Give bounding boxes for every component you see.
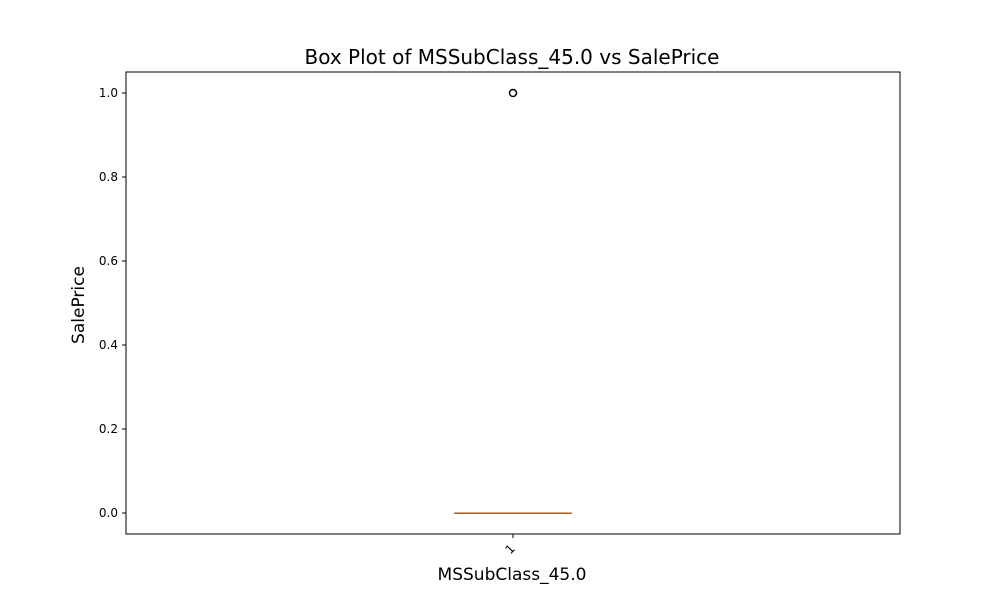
y-tick-label: 0.2: [99, 422, 118, 436]
x-axis-label: MSSubClass_45.0: [438, 565, 587, 585]
x-axis: 1: [503, 534, 518, 557]
plot-area-frame: [125, 71, 901, 535]
chart-title: Box Plot of MSSubClass_45.0 vs SalePrice: [305, 45, 720, 69]
y-tick-label: 0.0: [99, 506, 118, 520]
box-group: [454, 88, 572, 514]
x-tick-label: 1: [503, 542, 518, 557]
y-axis: 0.0 0.2 0.4 0.6 0.8 1.0: [99, 86, 126, 520]
y-axis-label: SalePrice: [69, 266, 89, 344]
y-tick-label: 0.8: [99, 170, 118, 184]
y-tick-label: 1.0: [99, 86, 118, 100]
y-tick-label: 0.4: [99, 338, 118, 352]
y-tick-label: 0.6: [99, 254, 118, 268]
outlier-point: [508, 88, 518, 98]
